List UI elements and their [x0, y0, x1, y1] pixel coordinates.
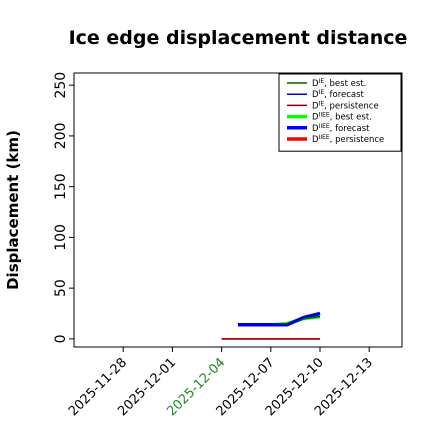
y-axis-label: Displacement (km)	[4, 130, 22, 290]
y-axis: 0 50 100 150 200 250	[53, 72, 74, 343]
y-tick-label: 150	[53, 173, 69, 200]
y-tick-label: 50	[53, 279, 69, 297]
legend-label: DIE, best est.	[312, 78, 366, 89]
y-tick-label: 0	[53, 334, 69, 343]
chart-title: Ice edge displacement distance	[69, 27, 408, 49]
legend-label: DIE, forecast	[312, 89, 365, 100]
y-tick-label: 100	[53, 224, 69, 251]
legend-label: DIE, persistence	[312, 100, 379, 111]
series-line-ie-forecast	[238, 312, 321, 326]
y-tick-label: 250	[53, 72, 69, 99]
legend-label: DIIEE, persistence	[312, 134, 384, 145]
legend-label: DIIEE, best est.	[312, 112, 372, 123]
x-axis: 2025-11-282025-12-012025-12-042025-12-07…	[66, 347, 376, 419]
y-tick-label: 200	[53, 123, 69, 150]
plot-area	[73, 72, 403, 348]
legend-label: DIIEE, forecast	[312, 123, 370, 134]
series-layer	[221, 311, 321, 340]
